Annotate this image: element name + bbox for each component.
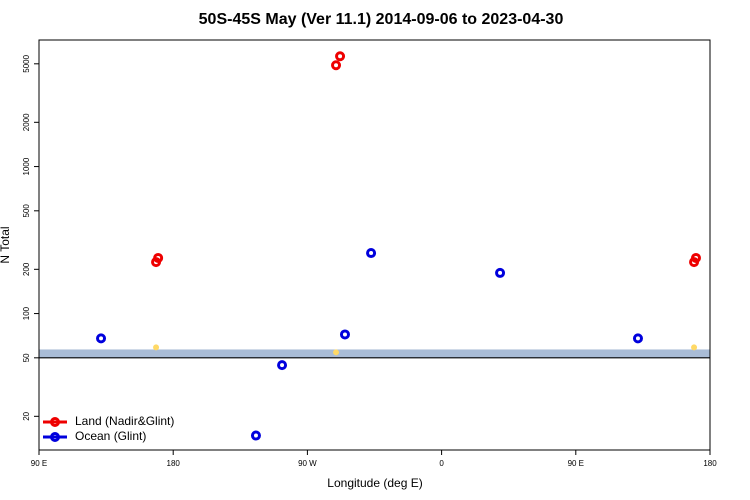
y-tick-label: 20 [22, 411, 31, 420]
x-axis-label: Longitude (deg E) [327, 476, 422, 490]
y-axis-label: N Total [0, 226, 12, 263]
point [331, 60, 342, 71]
plot-frame [38, 39, 711, 451]
point [250, 430, 261, 441]
point [96, 333, 107, 344]
point [153, 344, 160, 351]
x-tick-label: 90 W [298, 459, 317, 468]
x-tick-label: 90 E [568, 459, 584, 468]
point [333, 349, 340, 356]
y-tick-label: 500 [22, 204, 31, 218]
y-tick-label: 50 [22, 353, 31, 362]
legend-marker [50, 432, 60, 442]
legend-label: Ocean (Glint) [75, 429, 146, 443]
point [691, 344, 698, 351]
point [690, 252, 701, 263]
x-tick-label: 180 [167, 459, 181, 468]
x-tick-label: 90 E [31, 459, 47, 468]
band [39, 349, 710, 358]
chart-title: 50S-45S May (Ver 11.1) 2014-09-06 to 202… [199, 11, 564, 28]
y-tick-label: 5000 [22, 54, 31, 72]
point [277, 360, 288, 371]
point [495, 267, 506, 278]
point [153, 252, 164, 263]
legend-marker [50, 417, 60, 427]
point [632, 333, 643, 344]
y-tick-label: 2000 [22, 113, 31, 131]
point [335, 51, 346, 62]
point [366, 248, 377, 259]
x-tick-label: 180 [703, 459, 717, 468]
y-tick-label: 1000 [22, 157, 31, 175]
y-tick-label: 100 [22, 306, 31, 320]
x-tick-label: 0 [439, 459, 444, 468]
legend-label: Land (Nadir&Glint) [75, 414, 174, 428]
point [339, 329, 350, 340]
y-tick-label: 200 [22, 262, 31, 276]
